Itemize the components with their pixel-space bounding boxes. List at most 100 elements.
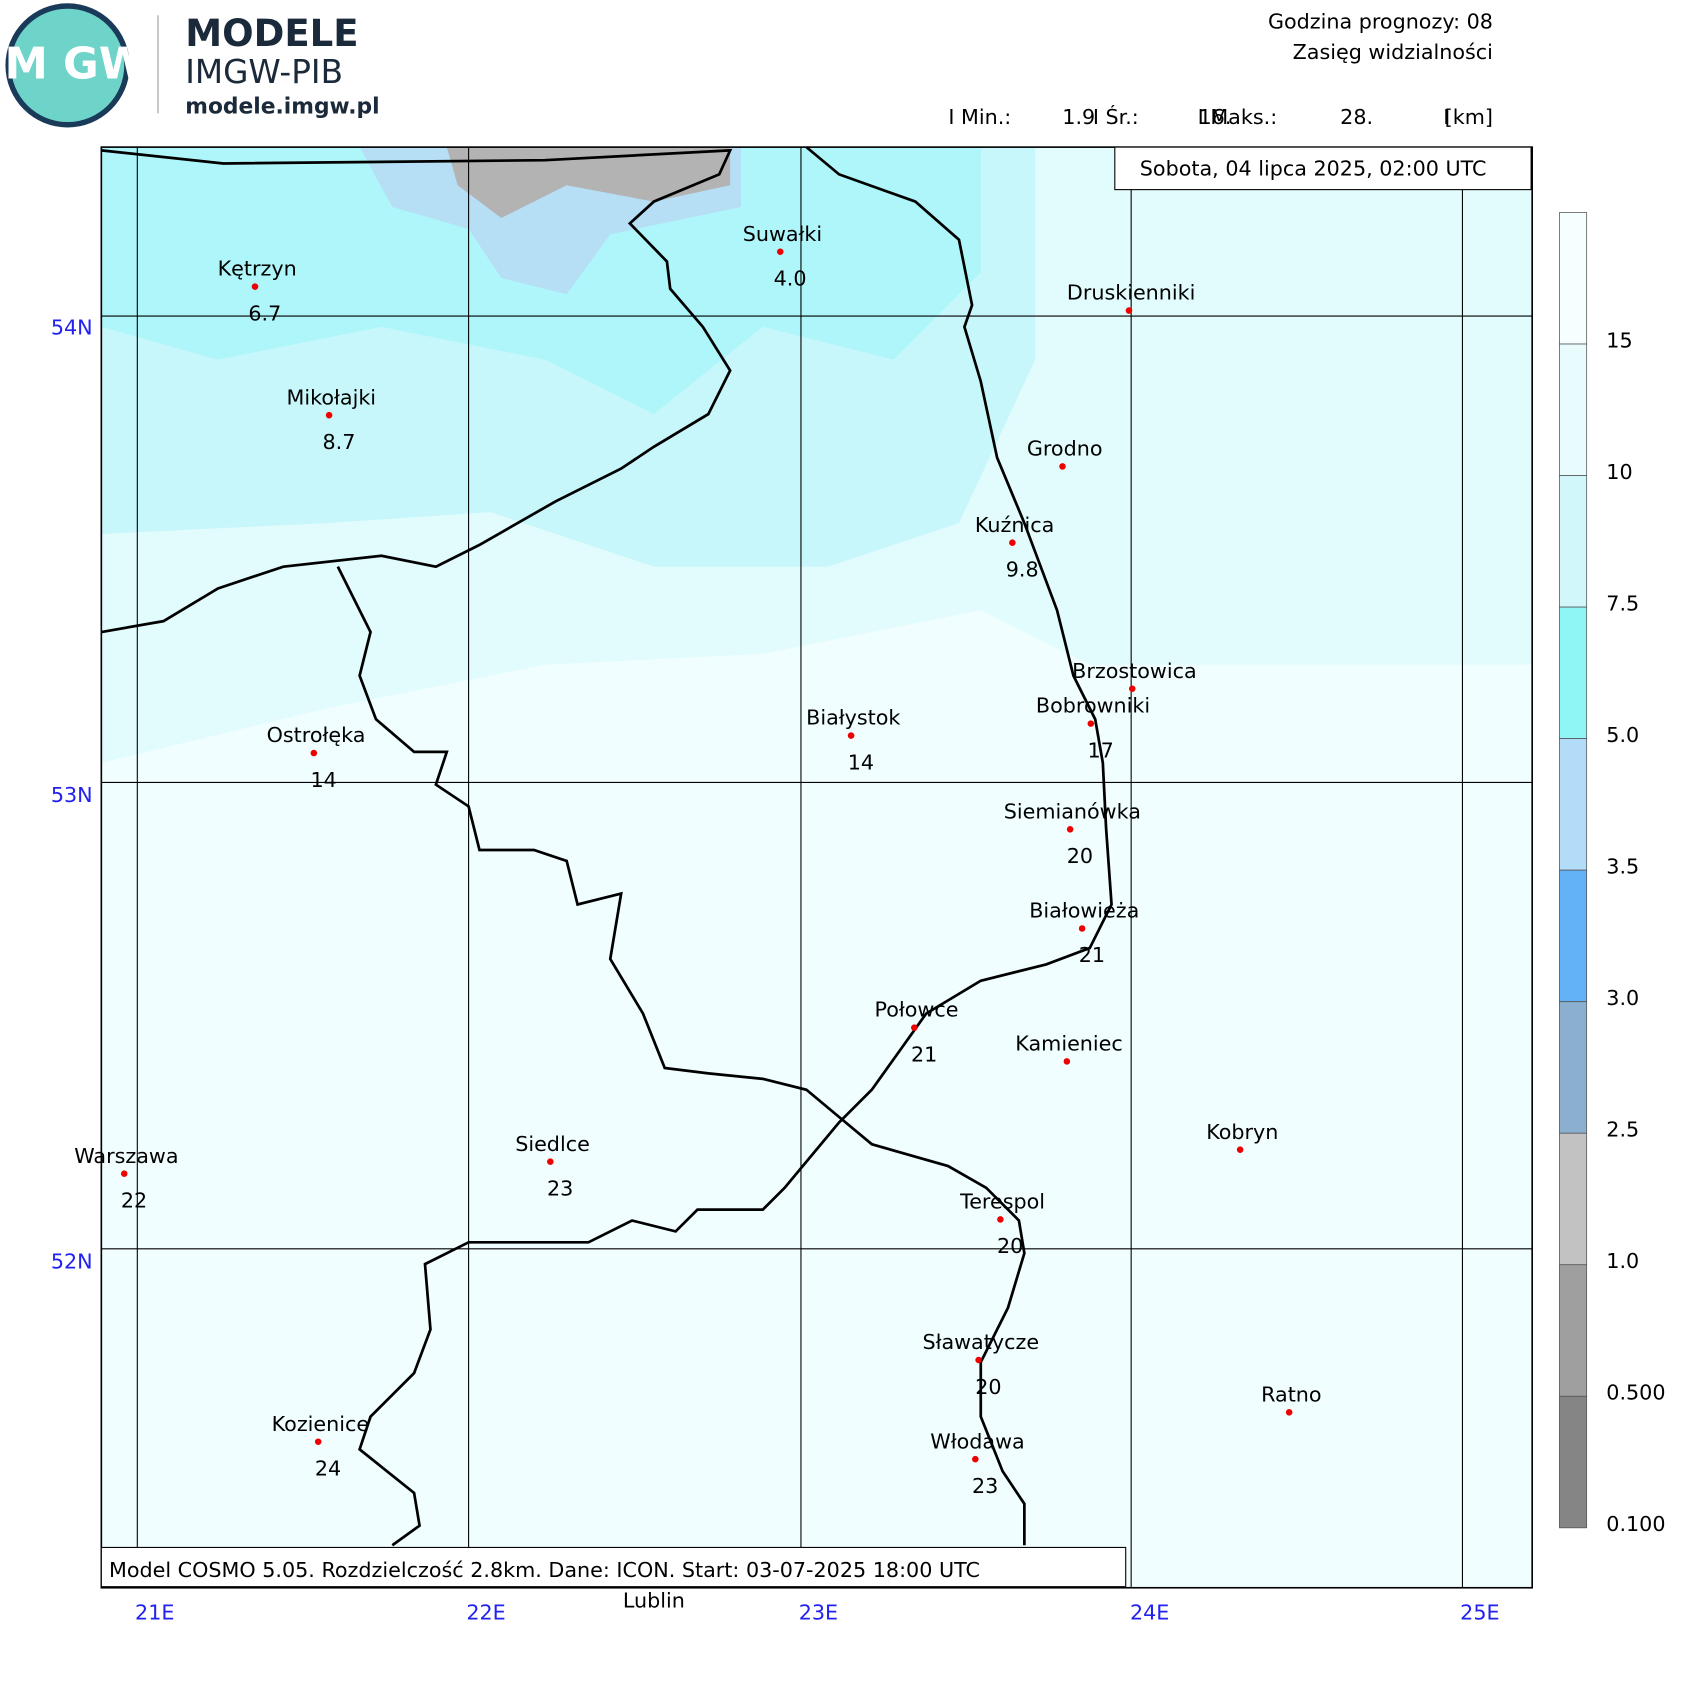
- city-dot: [1078, 925, 1086, 932]
- city-value: 17: [1087, 738, 1113, 762]
- city-name: Mikołajki: [287, 385, 377, 409]
- field-name: Zasięg widzialności: [1293, 40, 1493, 64]
- city-name: Grodno: [1027, 437, 1103, 461]
- lon-label: 24E: [1130, 1600, 1169, 1624]
- stat: [km]: [1445, 105, 1493, 129]
- city-dot: [310, 749, 318, 757]
- city-name: Siemianówka: [1004, 799, 1141, 823]
- city-dot: [120, 1170, 128, 1177]
- footer: Model COSMO 5.05. Rozdzielczość 2.8km. D…: [109, 1558, 980, 1582]
- city-value: 9.8: [1006, 557, 1039, 581]
- city-value: 20: [997, 1234, 1023, 1258]
- city-value: 23: [972, 1474, 998, 1498]
- city-dot: [1063, 1058, 1071, 1065]
- city-value: 23: [547, 1176, 573, 1200]
- city-name: Siedlce: [515, 1132, 590, 1156]
- colorbar-segment: [1559, 606, 1588, 740]
- city-name: Kuźnica: [975, 513, 1054, 537]
- city-dot: [776, 248, 784, 255]
- lon-label: 25E: [1460, 1600, 1499, 1624]
- stat: I: [1443, 105, 1449, 129]
- lat-label: 54N: [51, 316, 93, 340]
- colorbar-label: 1.0: [1606, 1249, 1639, 1273]
- city-name: Kozienice: [272, 1412, 370, 1436]
- stat: I Min.:: [948, 105, 1011, 129]
- city-name: Suwałki: [743, 222, 822, 246]
- city-name: Włodawa: [930, 1429, 1024, 1453]
- city-dot: [251, 283, 259, 290]
- city-value: 4.0: [774, 267, 807, 291]
- lon-label: 23E: [799, 1600, 838, 1624]
- colorbar-segment: [1559, 212, 1588, 345]
- lat-label: 52N: [51, 1249, 93, 1273]
- colorbar-label: 7.5: [1606, 591, 1639, 615]
- colorbar-label: 5.0: [1606, 723, 1639, 747]
- date-box: [1114, 146, 1532, 191]
- colorbar: 15 10 7.5 5.0 3.5 3.0 2.5 1.0 0.500 0.100: [1559, 212, 1666, 1536]
- logo-text: IM GW: [0, 39, 147, 89]
- city-value: 14: [848, 750, 874, 774]
- city-name: Terespol: [959, 1190, 1045, 1214]
- city-dot: [1236, 1146, 1244, 1153]
- cities: Kętrzyn 6.7 Suwałki 4.0 Druskienniki Mikołajk…: [74, 222, 1321, 1498]
- city-dot: [1066, 826, 1074, 833]
- city-value: 24: [315, 1457, 341, 1481]
- stat: 28.: [1340, 105, 1373, 129]
- map-frame: [100, 146, 1533, 1589]
- city-name: Kamieniec: [1015, 1032, 1122, 1056]
- city-dot: [911, 1024, 918, 1031]
- stat: 16.: [1199, 105, 1232, 129]
- graticule: [101, 147, 1533, 1588]
- footer-box: [100, 1546, 1127, 1588]
- city-value: 21: [1079, 943, 1105, 967]
- city-name: Połowce: [874, 998, 958, 1022]
- forecast-hour: Godzina prognozy: 08: [1268, 9, 1493, 33]
- city-value: 22: [121, 1188, 147, 1212]
- city-value: 8.7: [322, 430, 355, 454]
- city-dot: [1059, 463, 1066, 470]
- city-dot: [1009, 539, 1016, 546]
- city-dot: [547, 1158, 554, 1165]
- colorbar-segment: [1559, 343, 1588, 476]
- colorbar-label: 3.5: [1606, 854, 1639, 878]
- city-value: 21: [911, 1042, 937, 1066]
- colorbar-segment: [1559, 475, 1588, 608]
- stat: 1.9: [1062, 105, 1095, 129]
- org: IMGW-PIB: [185, 53, 343, 91]
- city-dot: [997, 1216, 1004, 1223]
- lon-label: 21E: [135, 1600, 174, 1624]
- city-dot: [314, 1438, 322, 1445]
- logo-disc: [10, 8, 125, 123]
- city-name: Kętrzyn: [218, 257, 297, 281]
- city-name: Kobryn: [1206, 1120, 1278, 1144]
- colorbar-label: 0.100: [1606, 1512, 1665, 1536]
- city-name: Sławatycze: [922, 1330, 1039, 1354]
- city-dot: [972, 1455, 979, 1463]
- colorbar-label: 3.0: [1606, 986, 1639, 1010]
- city-dot: [325, 411, 333, 419]
- city-dot: [1128, 685, 1136, 692]
- url: modele.imgw.pl: [185, 94, 379, 119]
- stat: I Śr.:: [1093, 104, 1139, 129]
- colorbar-segment: [1559, 1001, 1588, 1134]
- city-dot: [1087, 720, 1095, 727]
- date: Sobota, 04 lipca 2025, 02:00 UTC: [1140, 156, 1487, 180]
- city-name: Ratno: [1261, 1382, 1321, 1406]
- city-name: Brzostowica: [1072, 659, 1196, 683]
- city-value: 20: [1067, 844, 1093, 868]
- city-dot: [847, 732, 855, 739]
- borders: [101, 146, 1113, 1547]
- axes: 54N 53N 52N 21E 22E 23E 24E 25E: [51, 316, 1500, 1625]
- colorbar-label: 15: [1606, 328, 1632, 352]
- city-name: Białystok: [806, 706, 900, 730]
- colorbar-label: 0.500: [1606, 1381, 1665, 1405]
- city-value: 20: [975, 1375, 1001, 1399]
- city-dot: [1285, 1409, 1293, 1416]
- brand: MODELE: [185, 12, 358, 55]
- colorbar-label: 10: [1606, 460, 1632, 484]
- city-name: Warszawa: [74, 1144, 178, 1168]
- lat-label: 53N: [51, 783, 93, 807]
- stats: I Min.: 1.9I Śr.: 16.I Maks.: 28. I[km]: [948, 104, 1493, 129]
